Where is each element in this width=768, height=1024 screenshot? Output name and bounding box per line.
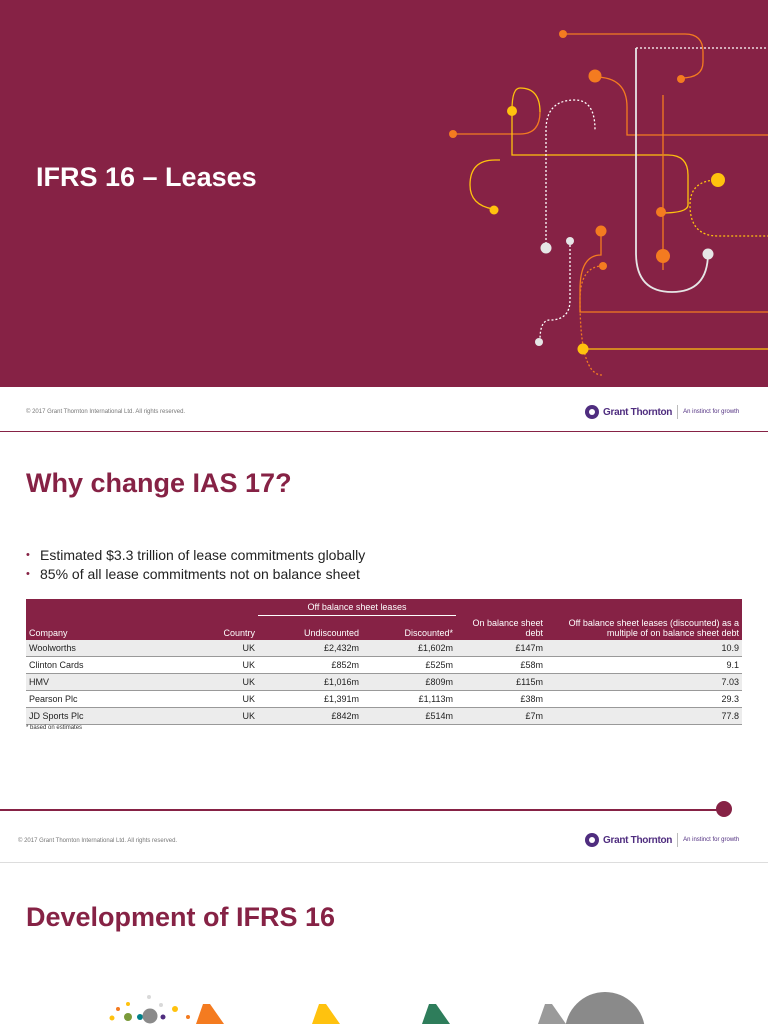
cell-discounted: £525m bbox=[362, 656, 456, 674]
column-header-multiple: Off balance sheet leases (discounted) as… bbox=[546, 615, 742, 640]
logo-name: Grant Thornton bbox=[603, 406, 673, 418]
table-row: Pearson Plc UK £1,391m £1,113m £38m 29.3 bbox=[26, 690, 742, 708]
slide-divider bbox=[0, 431, 768, 432]
table-row: HMV UK £1,016m £809m £115m 7.03 bbox=[26, 673, 742, 691]
cell-discounted: £514m bbox=[362, 707, 456, 725]
footer-rule-dot bbox=[716, 801, 732, 817]
column-header-discounted: Discounted* bbox=[362, 615, 456, 640]
cell-undiscounted: £842m bbox=[258, 707, 362, 725]
copyright-notice: © 2017 Grant Thornton International Ltd.… bbox=[18, 838, 178, 844]
cell-on-balance: £115m bbox=[456, 673, 546, 691]
column-header-undiscounted: Undiscounted bbox=[258, 615, 362, 640]
slide-divider bbox=[0, 862, 768, 863]
bullet-item: 85% of all lease commitments not on bala… bbox=[26, 565, 365, 584]
column-header-on-balance-debt: On balance sheet debt bbox=[456, 615, 546, 640]
table-header-blank bbox=[546, 599, 742, 616]
cover-banner: IFRS 16 – Leases bbox=[0, 0, 768, 387]
lease-commitments-table: Off balance sheet leases Company Country… bbox=[26, 599, 742, 725]
logo-separator bbox=[677, 405, 679, 419]
bullet-item: Estimated $3.3 trillion of lease commitm… bbox=[26, 546, 365, 565]
cell-on-balance: £58m bbox=[456, 656, 546, 674]
cell-undiscounted: £1,016m bbox=[258, 673, 362, 691]
slide-why-change: Why change IAS 17? Estimated $3.3 trilli… bbox=[0, 432, 768, 862]
copyright-notice: © 2017 Grant Thornton International Ltd.… bbox=[26, 409, 186, 415]
cell-discounted: £1,113m bbox=[362, 690, 456, 708]
grant-thornton-logo-icon bbox=[585, 405, 599, 419]
table-header-blank bbox=[154, 599, 258, 616]
cell-discounted: £1,602m bbox=[362, 639, 456, 657]
cell-company: Woolworths bbox=[26, 639, 154, 657]
cell-multiple: 77.8 bbox=[546, 707, 742, 725]
table-row: Clinton Cards UK £852m £525m £58m 9.1 bbox=[26, 656, 742, 674]
logo-tagline: An instinct for growth bbox=[683, 409, 740, 415]
table-group-header: Off balance sheet leases bbox=[258, 599, 456, 616]
decorative-timeline-graphic bbox=[109, 992, 645, 1024]
grant-thornton-logo: Grant Thornton An instinct for growth bbox=[585, 831, 739, 849]
cell-on-balance: £147m bbox=[456, 639, 546, 657]
cell-discounted: £809m bbox=[362, 673, 456, 691]
cell-undiscounted: £852m bbox=[258, 656, 362, 674]
slide-cover: IFRS 16 – Leases bbox=[0, 0, 768, 432]
table-footnote: * based on estimates bbox=[26, 725, 83, 731]
grant-thornton-logo-icon bbox=[585, 833, 599, 847]
cell-multiple: 29.3 bbox=[546, 690, 742, 708]
column-header-company: Company bbox=[26, 615, 154, 640]
cell-country: UK bbox=[154, 690, 258, 708]
table-header-blank bbox=[456, 599, 546, 616]
cell-country: UK bbox=[154, 656, 258, 674]
cell-company: HMV bbox=[26, 673, 154, 691]
grant-thornton-logo: Grant Thornton An instinct for growth bbox=[585, 403, 739, 421]
cell-country: UK bbox=[154, 673, 258, 691]
cell-company: Clinton Cards bbox=[26, 656, 154, 674]
cell-company: Pearson Plc bbox=[26, 690, 154, 708]
table-row: JD Sports Plc UK £842m £514m £7m 77.8 bbox=[26, 707, 742, 725]
cell-country: UK bbox=[154, 639, 258, 657]
cell-country: UK bbox=[154, 707, 258, 725]
bullet-list: Estimated $3.3 trillion of lease commitm… bbox=[26, 546, 365, 584]
slide-title: Development of IFRS 16 bbox=[26, 902, 336, 932]
column-header-country: Country bbox=[154, 615, 258, 640]
cell-multiple: 7.03 bbox=[546, 673, 742, 691]
table-group-header-row: Off balance sheet leases bbox=[26, 599, 742, 616]
logo-separator bbox=[677, 833, 679, 847]
footer-rule bbox=[0, 809, 722, 811]
cell-on-balance: £38m bbox=[456, 690, 546, 708]
table-row: Woolworths UK £2,432m £1,602m £147m 10.9 bbox=[26, 639, 742, 657]
decorative-network-graphic bbox=[449, 30, 768, 376]
cell-company: JD Sports Plc bbox=[26, 707, 154, 725]
table-header-row: Company Country Undiscounted Discounted*… bbox=[26, 615, 742, 640]
slide-development: Development of IFRS 16 bbox=[0, 862, 768, 1024]
cell-multiple: 10.9 bbox=[546, 639, 742, 657]
cell-multiple: 9.1 bbox=[546, 656, 742, 674]
table-header-blank bbox=[26, 599, 154, 616]
cell-on-balance: £7m bbox=[456, 707, 546, 725]
logo-name: Grant Thornton bbox=[603, 834, 673, 846]
cover-title: IFRS 16 – Leases bbox=[36, 162, 257, 192]
cell-undiscounted: £1,391m bbox=[258, 690, 362, 708]
logo-tagline: An instinct for growth bbox=[683, 837, 740, 843]
cell-undiscounted: £2,432m bbox=[258, 639, 362, 657]
slide-title: Why change IAS 17? bbox=[26, 468, 292, 498]
